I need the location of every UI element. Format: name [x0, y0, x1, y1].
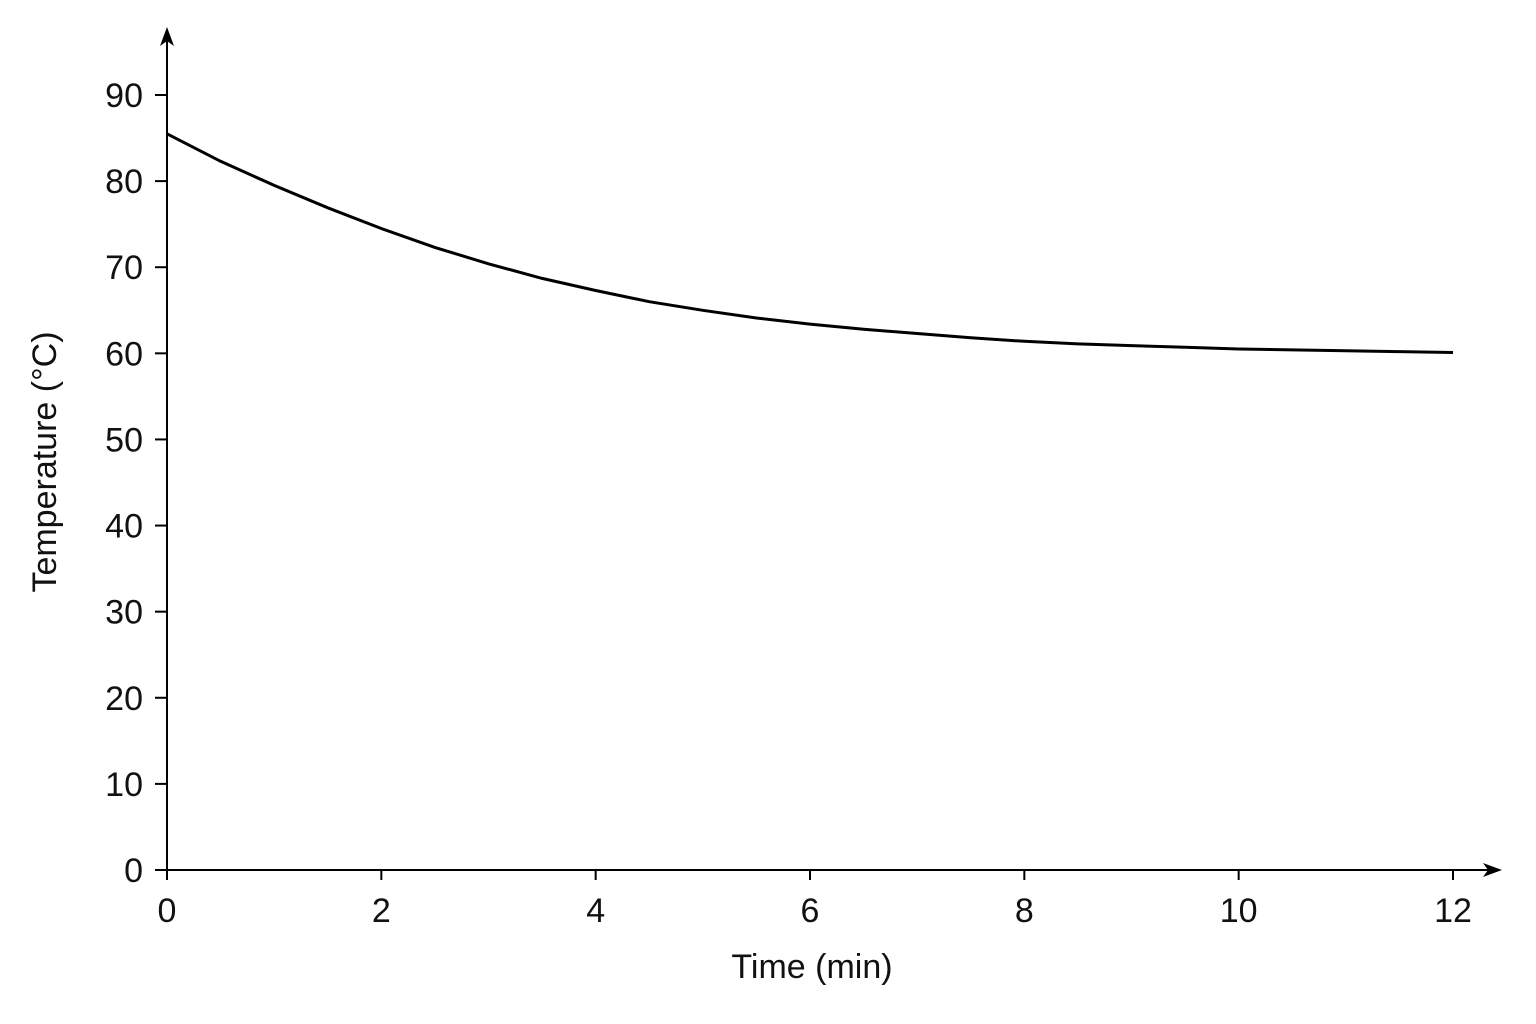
x-tick-label: 4: [586, 892, 605, 930]
x-tick-label: 6: [801, 892, 820, 930]
x-tick-label: 12: [1434, 892, 1472, 930]
x-tick-label: 10: [1220, 892, 1258, 930]
y-axis-arrow: [160, 27, 174, 46]
x-tick-label: 2: [372, 892, 391, 930]
y-tick-label: 60: [105, 335, 143, 373]
x-axis-arrow: [1483, 863, 1502, 877]
series-line: [166, 132, 1454, 354]
ticks: [155, 94, 1454, 880]
tick-labels: 0 10 20 30 40 50 60 70 80 90 0 2 4 6 8 10 12: [105, 77, 1472, 930]
y-tick-label: 20: [105, 680, 143, 718]
y-tick-label: 10: [105, 766, 143, 804]
y-tick-label: 70: [105, 249, 143, 287]
y-axis-title: Temperature (°C): [26, 331, 64, 592]
y-tick-label: 90: [105, 77, 143, 115]
y-tick-label: 0: [124, 852, 143, 890]
x-axis-title: Time (min): [731, 948, 892, 986]
axes: [160, 27, 1502, 877]
x-tick-label: 0: [158, 892, 177, 930]
y-tick-label: 30: [105, 594, 143, 632]
y-tick-label: 50: [105, 421, 143, 459]
x-tick-label: 8: [1015, 892, 1034, 930]
y-tick-label: 40: [105, 508, 143, 546]
y-tick-label: 80: [105, 163, 143, 201]
